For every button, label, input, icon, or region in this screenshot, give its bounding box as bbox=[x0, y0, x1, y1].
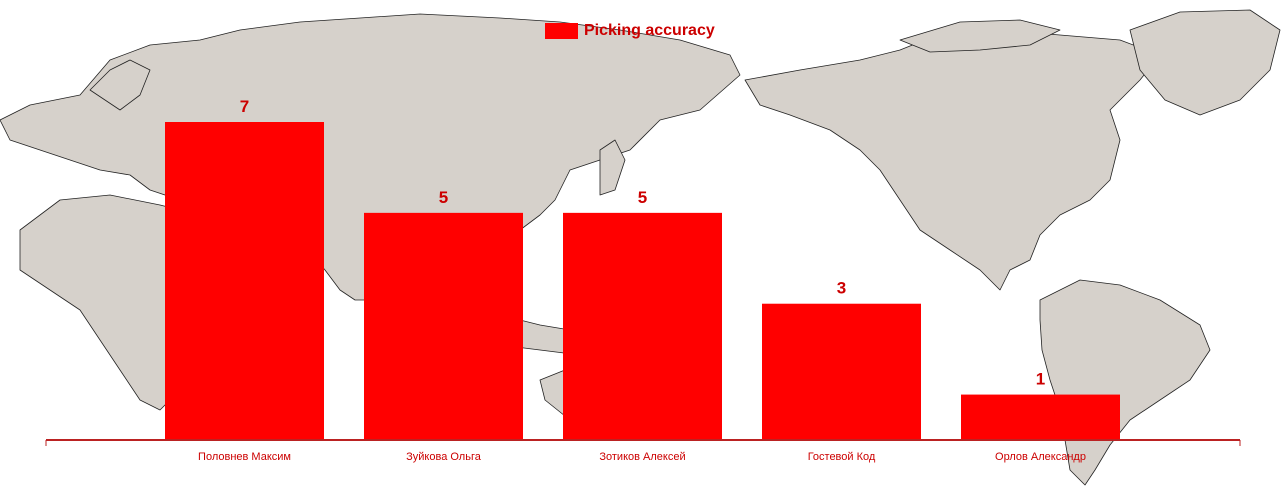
bar-5 bbox=[961, 394, 1120, 440]
value-labels-layer: 7 5 5 3 1 bbox=[240, 97, 1045, 389]
category-label-2: Зуйкова Ольга bbox=[406, 451, 482, 463]
value-label-3: 5 bbox=[638, 188, 647, 207]
bar-1 bbox=[165, 122, 324, 440]
legend-swatch bbox=[545, 23, 578, 39]
value-label-2: 5 bbox=[439, 188, 448, 207]
landmass-japan bbox=[599, 139, 626, 196]
category-label-1: Половнев Максим bbox=[198, 451, 291, 463]
category-label-4: Гостевой Код bbox=[808, 451, 876, 463]
bar-3 bbox=[563, 212, 722, 440]
value-label-4: 3 bbox=[837, 279, 846, 298]
category-label-3: Зотиков Алексей bbox=[599, 451, 685, 463]
category-labels-layer: Половнев Максим Зуйкова Ольга Зотиков Алек… bbox=[198, 451, 1086, 463]
x-axis bbox=[45, 439, 1241, 446]
landmass-north-america bbox=[744, 29, 1161, 291]
legend: Picking accuracy bbox=[545, 20, 715, 42]
bars-layer bbox=[165, 122, 1120, 440]
value-label-5: 1 bbox=[1036, 370, 1045, 389]
legend-label: Picking accuracy bbox=[584, 22, 715, 39]
landmass-greenland bbox=[1129, 9, 1281, 116]
value-label-1: 7 bbox=[240, 97, 249, 116]
category-label-5: Орлов Александр bbox=[995, 451, 1086, 463]
bar-2 bbox=[364, 212, 523, 440]
bar-4 bbox=[762, 303, 921, 440]
landmass-scandinavia bbox=[89, 59, 151, 111]
landmass-arctic-islands bbox=[899, 19, 1061, 53]
